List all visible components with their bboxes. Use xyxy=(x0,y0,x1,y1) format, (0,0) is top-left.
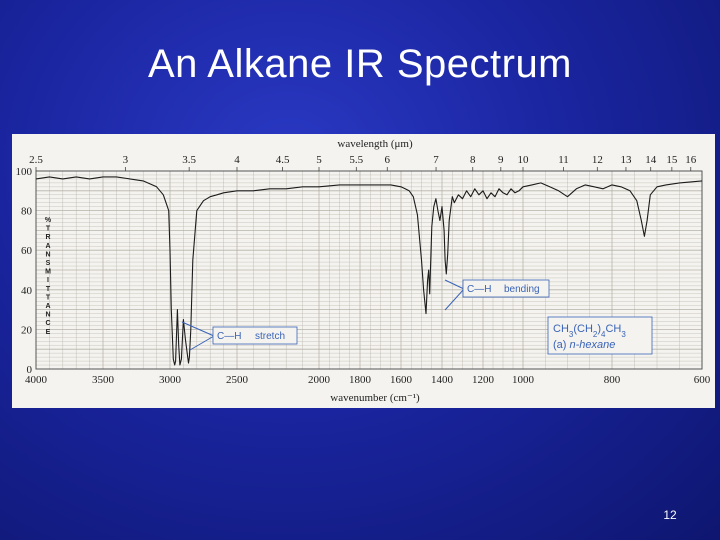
y-label-letter: T xyxy=(46,286,51,293)
y-tick-label: 20 xyxy=(21,324,33,336)
y-label-letter: % xyxy=(45,217,52,224)
y-label-letter: I xyxy=(47,277,49,284)
formula-subscript: 3 xyxy=(569,330,574,339)
stretch-formula: C—H xyxy=(217,331,241,342)
top-tick-label: 6 xyxy=(385,154,391,166)
x-tick-label: 600 xyxy=(694,374,711,386)
y-tick-label: 80 xyxy=(21,206,33,218)
y-label-letter: S xyxy=(46,260,51,267)
stretch-pointer-2 xyxy=(189,335,215,351)
bending-formula: C—H xyxy=(467,284,491,295)
top-tick-label: 4 xyxy=(234,154,240,166)
top-tick-label: 7 xyxy=(433,154,439,166)
top-tick-label: 5.5 xyxy=(349,154,363,166)
x-axis-title: wavenumber (cm⁻¹) xyxy=(330,392,420,404)
stretch-box xyxy=(212,326,298,345)
top-tick-label: 16 xyxy=(685,154,697,166)
compound-name-prefix: (a) xyxy=(553,339,570,351)
compound-label: CH3(CH2)4CH3 (a) n-hexane xyxy=(547,316,653,355)
formula-part: (CH xyxy=(573,323,593,335)
y-label-letter: T xyxy=(46,294,51,301)
formula-subscript: 3 xyxy=(621,330,626,339)
x-tick-label: 2500 xyxy=(226,374,249,386)
bending-pointer-2 xyxy=(444,288,465,311)
plot-frame xyxy=(35,170,703,370)
formula-part: CH xyxy=(553,323,569,335)
top-tick-label: 15 xyxy=(666,154,678,166)
formula-subscript: 4 xyxy=(601,330,606,339)
compound-name-value: n-hexane xyxy=(570,339,616,351)
top-tick-label: 5 xyxy=(316,154,322,166)
x-tick-label: 1200 xyxy=(472,374,495,386)
x-tick-label: 3500 xyxy=(92,374,115,386)
formula-part: CH xyxy=(605,323,621,335)
x-tick-label: 1000 xyxy=(512,374,535,386)
y-label-letter: R xyxy=(45,234,50,241)
y-label-letter: A xyxy=(45,303,50,310)
top-tick-labels: 2.5 3 3.5 4 4.5 5 5.5 6 7 8 9 10 11 12 13 14 15 16 xyxy=(29,154,697,171)
ir-spectrum-figure: 0 20 40 60 80 100 4000 3500 3000 2500 2000 1800 160… xyxy=(12,134,715,408)
y-label-letter: A xyxy=(45,243,50,250)
compound-box xyxy=(547,316,653,355)
y-label-letter: N xyxy=(45,251,50,258)
y-label-letter: E xyxy=(46,329,51,336)
top-tick-label: 14 xyxy=(645,154,657,166)
x-tick-label: 800 xyxy=(604,374,621,386)
stretch-label: stretch xyxy=(255,331,285,342)
compound-formula: CH3(CH2)4CH3 xyxy=(553,323,626,339)
bending-box xyxy=(462,279,550,298)
top-tick-label: 10 xyxy=(518,154,530,166)
annotation-ch-stretch: C—H stretch xyxy=(181,321,298,351)
top-tick-label: 13 xyxy=(620,154,632,166)
annotation-ch-bending: C—H bending xyxy=(444,279,550,311)
stretch-pointer-1 xyxy=(181,321,215,337)
trace-layer xyxy=(35,176,703,366)
spectrum-trace xyxy=(35,176,703,366)
top-tick-label: 8 xyxy=(470,154,476,166)
x-tick-label: 1400 xyxy=(431,374,454,386)
compound-name: (a) n-hexane xyxy=(553,339,615,351)
top-tick-label: 9 xyxy=(498,154,504,166)
y-tick-label: 100 xyxy=(16,166,33,178)
bending-label: bending xyxy=(504,284,540,295)
y-label-letter: C xyxy=(45,320,50,327)
y-tick-label: 40 xyxy=(21,285,33,297)
y-label-letter: M xyxy=(45,269,51,276)
top-tick-label: 12 xyxy=(592,154,603,166)
x2-axis-title: wavelength (μm) xyxy=(337,138,413,150)
x-tick-label: 3000 xyxy=(159,374,182,386)
x-tick-label: 4000 xyxy=(25,374,48,386)
slide-title: An Alkane IR Spectrum xyxy=(147,42,573,86)
y-tick-labels: 0 20 40 60 80 100 xyxy=(16,166,33,376)
x-tick-label: 1600 xyxy=(390,374,413,386)
y-tick-label: 0 xyxy=(27,364,33,376)
formula-subscript: 2 xyxy=(593,330,598,339)
x-tick-label: 1800 xyxy=(349,374,372,386)
top-tick-label: 4.5 xyxy=(276,154,290,166)
y-tick-label: 60 xyxy=(21,245,33,257)
bending-pointer-1 xyxy=(444,279,465,290)
formula-part: ) xyxy=(597,323,601,335)
top-tick-label: 3.5 xyxy=(182,154,196,166)
x-tick-label: 2000 xyxy=(308,374,331,386)
y-label-letter: T xyxy=(46,226,51,233)
top-tick-label: 2.5 xyxy=(29,154,43,166)
top-tick-label: 3 xyxy=(123,154,129,166)
top-tick-label: 11 xyxy=(558,154,569,166)
y-label-letter: N xyxy=(45,312,50,319)
x-tick-labels: 4000 3500 3000 2500 2000 1800 1600 1400 1200 1000… xyxy=(25,374,711,386)
slide-number: 12 xyxy=(663,508,677,522)
